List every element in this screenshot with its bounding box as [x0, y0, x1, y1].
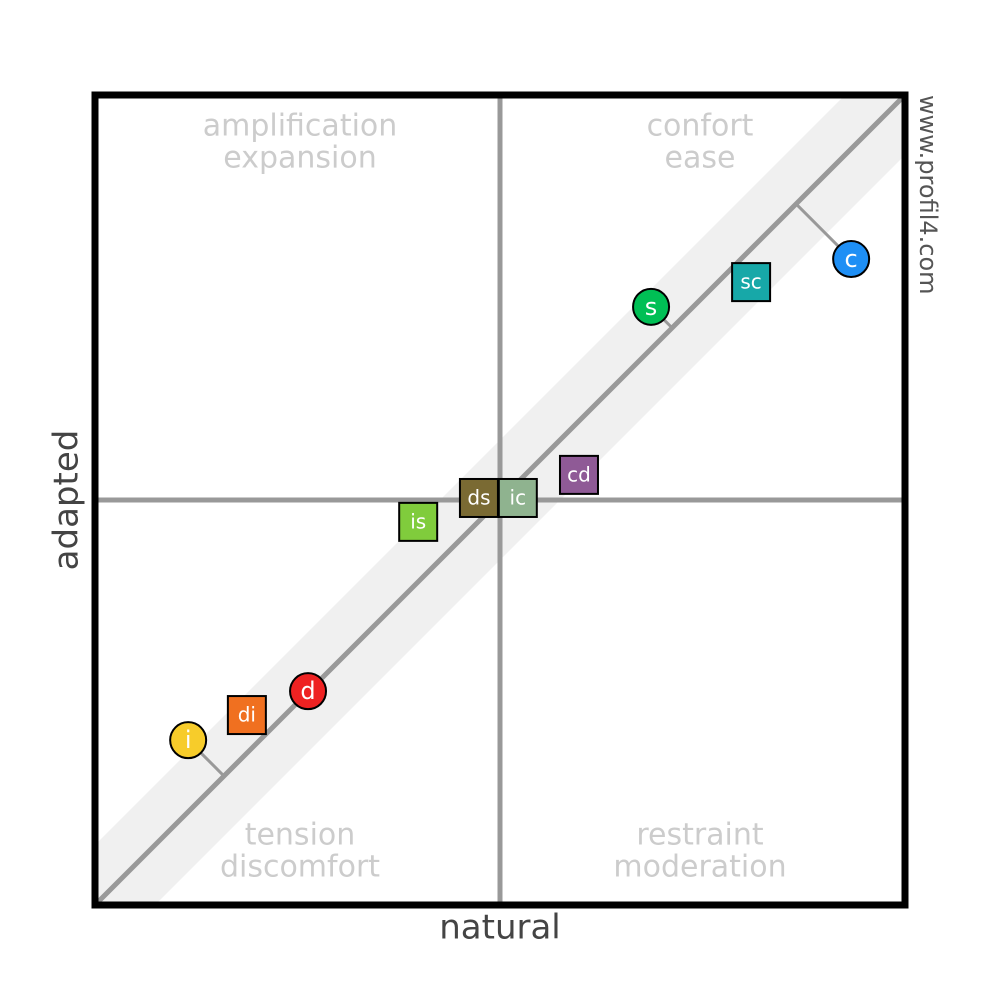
- point: [731, 262, 772, 303]
- point: [558, 454, 599, 495]
- point-label: c: [845, 245, 858, 273]
- point-label: di: [238, 703, 256, 727]
- quadrant-label: ease: [665, 141, 736, 176]
- point-label: cd: [567, 462, 591, 486]
- quadrant-label: tension: [245, 818, 356, 853]
- y-axis-label: adapted: [47, 430, 87, 571]
- point: [632, 287, 671, 326]
- point: [458, 477, 499, 518]
- point-label: sc: [740, 270, 761, 294]
- point-label: i: [185, 726, 192, 754]
- point-label: ic: [510, 485, 527, 509]
- plot-frame: [91, 91, 909, 909]
- quadrant-label: confort: [647, 109, 754, 144]
- quadrant-label: amplification: [203, 109, 398, 144]
- quadrant-label: expansion: [223, 141, 376, 176]
- point: [226, 695, 267, 736]
- point-label: s: [645, 293, 658, 321]
- x-axis-label: natural: [439, 908, 561, 948]
- point-label: d: [300, 677, 315, 705]
- watermark: www.profil4.com: [914, 95, 942, 295]
- quadrant-label: restraint: [636, 818, 764, 853]
- quadrant-label: moderation: [613, 850, 786, 885]
- point-label: is: [410, 509, 426, 533]
- quadrant-label: discomfort: [220, 850, 380, 885]
- point: [289, 672, 328, 711]
- point-label: ds: [467, 485, 490, 509]
- point: [169, 721, 208, 760]
- point: [398, 501, 439, 542]
- point: [832, 240, 871, 279]
